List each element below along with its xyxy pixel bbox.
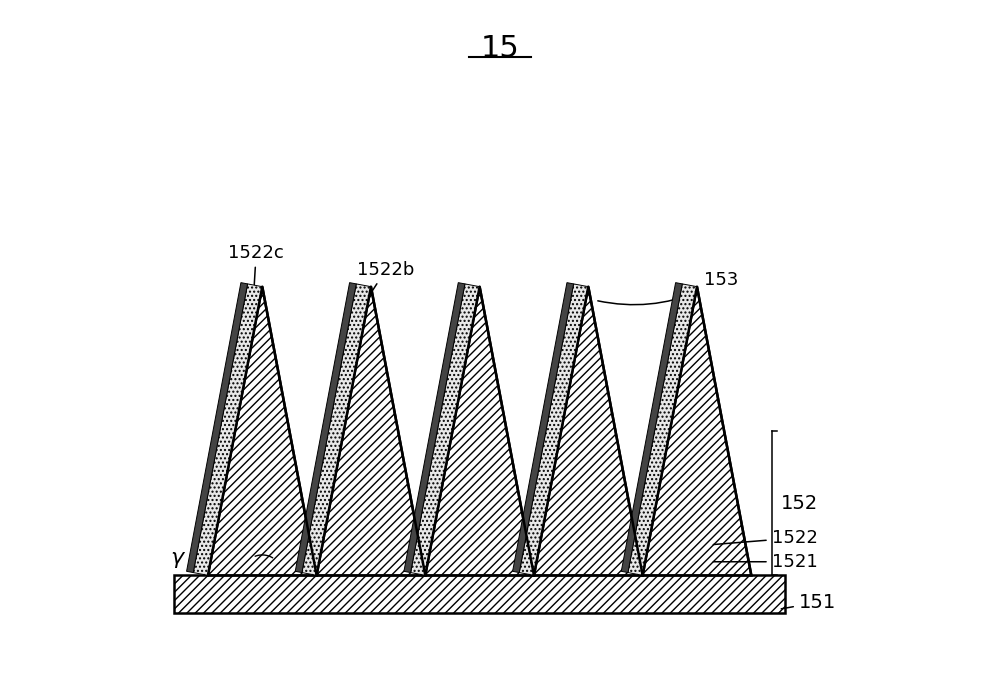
Polygon shape [621,282,682,573]
Polygon shape [174,576,785,612]
Polygon shape [628,284,697,576]
Polygon shape [404,282,465,573]
Polygon shape [317,286,425,576]
Polygon shape [513,282,574,573]
Text: 15: 15 [481,34,519,63]
Polygon shape [519,284,588,576]
Polygon shape [187,282,248,573]
Text: 151: 151 [781,593,836,612]
Text: 153: 153 [598,271,738,305]
Polygon shape [208,286,317,576]
Text: 1521: 1521 [713,552,817,571]
Text: 152: 152 [781,494,818,513]
Text: 1522c: 1522c [228,243,284,318]
Polygon shape [295,282,356,573]
Polygon shape [425,286,534,576]
Polygon shape [643,286,751,576]
Text: 1522: 1522 [713,529,818,547]
Polygon shape [411,284,480,576]
Text: 1522b: 1522b [357,261,415,312]
Polygon shape [302,284,371,576]
Polygon shape [193,284,262,576]
Text: γ: γ [171,548,184,568]
Polygon shape [534,286,643,576]
